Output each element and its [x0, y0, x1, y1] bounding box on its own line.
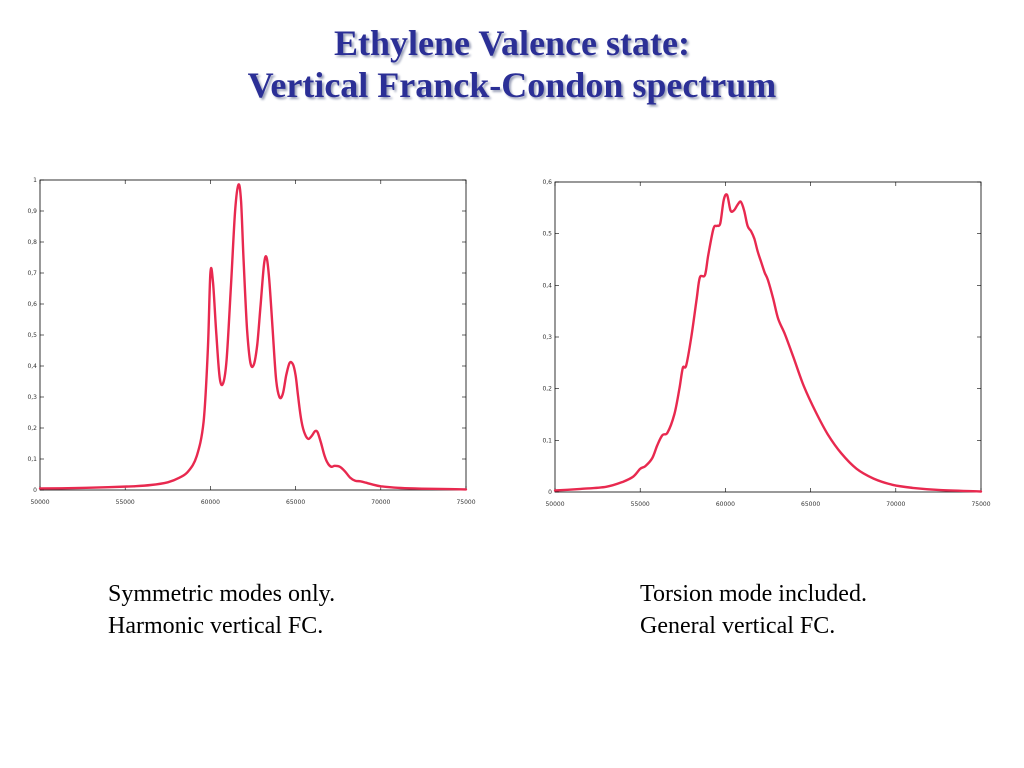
y-tick-label-right: 0 — [548, 489, 552, 496]
y-tick-label-right: 0,2 — [542, 386, 552, 393]
y-tick-label-right: 0,3 — [542, 334, 552, 341]
y-tick-label-left: 0,2 — [27, 425, 37, 432]
x-tick-label-right: 55000 — [631, 501, 650, 508]
x-tick-label-left: 50000 — [30, 499, 49, 506]
y-tick-label-left: 0 — [33, 487, 37, 494]
spectrum-chart-symmetric: 0 0,1 0,2 0,3 0,4 0,5 0,6 0,7 0,8 0,9 1 50000 55000 6… — [20, 170, 490, 515]
x-tick-label-left: 55000 — [116, 499, 135, 506]
y-tick-label-left: 0,6 — [27, 301, 37, 308]
y-tick-label-right: 0,4 — [542, 282, 552, 289]
spectrum-line-right-0 — [553, 193, 983, 493]
y-tick-label-left: 0,8 — [27, 239, 37, 246]
y-tick-label-left: 0,3 — [27, 394, 37, 401]
caption-right-line-1: Torsion mode included. — [640, 581, 867, 607]
x-tick-label-left: 65000 — [286, 499, 305, 506]
chart-svg-right: 0 0,1 0,2 0,3 0,4 0,5 0,6 50000 55000 60000 65000 7… — [542, 179, 990, 508]
y-tick-label-left: 1 — [33, 177, 37, 184]
caption-right: Torsion mode included. General vertical … — [640, 578, 867, 642]
y-tick-label-right: 0,6 — [542, 179, 552, 186]
caption-left-line-1: Symmetric modes only. — [108, 581, 336, 607]
y-tick-label-left: 0,1 — [27, 456, 37, 463]
y-tick-label-right: 0,1 — [542, 437, 552, 444]
y-tick-label-left: 0,7 — [27, 270, 37, 277]
y-tick-label-left: 0,4 — [27, 363, 37, 370]
x-tick-label-right: 75000 — [971, 501, 990, 508]
plot-frame-right — [554, 181, 982, 493]
title-line-1: Ethylene Valence state: — [334, 23, 690, 63]
title-line-2: Vertical Franck-Condon spectrum — [247, 65, 777, 105]
chart-svg-left: 0 0,1 0,2 0,3 0,4 0,5 0,6 0,7 0,8 0,9 1 50000 55000 6… — [27, 177, 475, 506]
y-tick-label-left: 0,5 — [27, 332, 37, 339]
caption-left: Symmetric modes only. Harmonic vertical … — [108, 578, 335, 642]
x-tick-label-right: 65000 — [801, 501, 820, 508]
spectrum-line-left-0 — [38, 183, 468, 491]
spectrum-chart-torsion: 0 0,1 0,2 0,3 0,4 0,5 0,6 50000 55000 60000 65000 7… — [535, 172, 1005, 517]
caption-left-line-2: Harmonic vertical FC. — [108, 613, 324, 639]
plot-frame-left — [39, 179, 467, 491]
y-tick-label-right: 0,5 — [542, 231, 552, 238]
x-tick-label-left: 75000 — [456, 499, 475, 506]
x-tick-label-left: 60000 — [201, 499, 220, 506]
y-tick-label-left: 0,9 — [27, 208, 37, 215]
x-tick-label-right: 70000 — [886, 501, 905, 508]
slide-title: Ethylene Valence state: Vertical Franck-… — [0, 22, 1024, 106]
x-tick-label-right: 60000 — [716, 501, 735, 508]
x-tick-label-right: 50000 — [545, 501, 564, 508]
caption-right-line-2: General vertical FC. — [640, 613, 836, 639]
x-tick-label-left: 70000 — [371, 499, 390, 506]
